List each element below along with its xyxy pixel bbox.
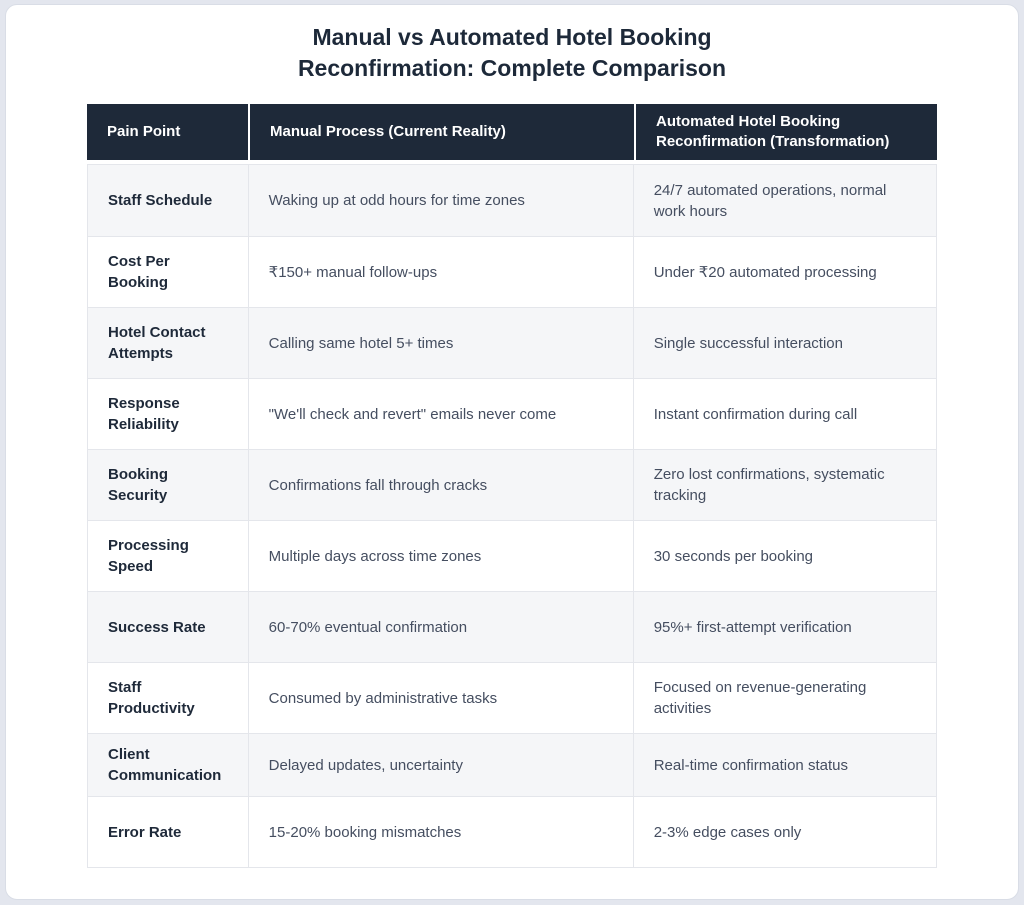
page-title-line-1: Manual vs Automated Hotel Booking [312, 24, 712, 50]
pain-point-cell: Cost Per Booking [88, 237, 249, 307]
table-body: Staff Schedule Waking up at odd hours fo… [87, 164, 937, 868]
pain-point-cell: Booking Security [88, 450, 249, 520]
table-row: Success Rate 60-70% eventual confirmatio… [88, 591, 936, 662]
manual-process-cell: 60-70% eventual confirmation [249, 592, 634, 662]
pain-point-cell: Error Rate [88, 797, 249, 867]
manual-process-cell: "We'll check and revert" emails never co… [249, 379, 634, 449]
table-row: Client Communication Delayed updates, un… [88, 733, 936, 796]
manual-process-cell: ₹150+ manual follow-ups [249, 237, 634, 307]
automated-process-cell: Under ₹20 automated processing [653, 263, 877, 281]
manual-process-cell: Waking up at odd hours for time zones [249, 165, 634, 236]
comparison-card: Manual vs Automated Hotel Booking Reconf… [5, 4, 1019, 900]
table-row: Cost Per Booking ₹150+ manual follow-ups… [88, 236, 936, 307]
automated-process-cell: 2-3% edge cases only [653, 823, 802, 841]
manual-process-cell: Calling same hotel 5+ times [249, 308, 634, 378]
comparison-table: Pain Point Manual Process (Current Reali… [87, 104, 937, 868]
pain-point-cell: Success Rate [88, 592, 249, 662]
table-row: Response Reliability "We'll check and re… [88, 378, 936, 449]
page-title: Manual vs Automated Hotel Booking Reconf… [6, 22, 1018, 84]
automated-process-cell: 95%+ first-attempt verification [653, 618, 852, 636]
pain-point-cell: Processing Speed [88, 521, 249, 591]
automated-process-cell: Focused on revenue-generating activities [653, 679, 867, 717]
table-header-row: Pain Point Manual Process (Current Reali… [87, 104, 937, 160]
manual-process-cell: Delayed updates, uncertainty [249, 734, 634, 796]
manual-process-cell: Consumed by administrative tasks [249, 663, 634, 733]
column-header-pain-point: Pain Point [87, 104, 248, 160]
table-row: Staff Productivity Consumed by administr… [88, 662, 936, 733]
automated-process-cell: Single successful interaction [653, 334, 843, 352]
page-title-line-2: Reconfirmation: Complete Comparison [297, 55, 727, 81]
table-row: Hotel Contact Attempts Calling same hote… [88, 307, 936, 378]
column-header-automated: Automated Hotel Booking Reconfirmation (… [634, 104, 937, 160]
automated-process-cell: 30 seconds per booking [653, 547, 813, 565]
pain-point-cell: Hotel Contact Attempts [88, 308, 249, 378]
pain-point-cell: Staff Schedule [88, 165, 249, 236]
pain-point-cell: Client Communication [88, 734, 249, 796]
table-row: Processing Speed Multiple days across ti… [88, 520, 936, 591]
table-row: Staff Schedule Waking up at odd hours fo… [88, 165, 936, 236]
table-row: Booking Security Confirmations fall thro… [88, 449, 936, 520]
manual-process-cell: Multiple days across time zones [249, 521, 634, 591]
manual-process-cell: Confirmations fall through cracks [249, 450, 634, 520]
table-row: Error Rate 15-20% booking mismatches 2-3… [88, 796, 936, 867]
manual-process-cell: 15-20% booking mismatches [249, 797, 634, 867]
pain-point-cell: Response Reliability [88, 379, 249, 449]
automated-process-cell: Instant confirmation during call [653, 405, 858, 423]
automated-process-cell: Real-time confirmation status [653, 756, 848, 774]
column-header-manual-process: Manual Process (Current Reality) [248, 104, 634, 160]
pain-point-cell: Staff Productivity [88, 663, 249, 733]
automated-process-cell: 24/7 automated operations, normal work h… [653, 181, 887, 220]
automated-process-cell: Zero lost confirmations, systematic trac… [653, 466, 885, 504]
